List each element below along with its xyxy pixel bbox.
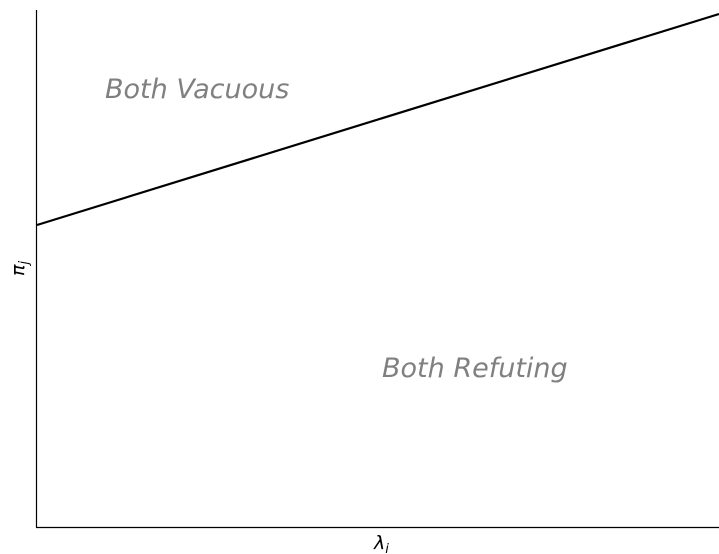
boundary-line [36, 12, 719, 227]
x-axis-subscript: i [385, 542, 389, 554]
y-axis-symbol: π [7, 264, 29, 276]
y-axis-subscript: j [17, 261, 32, 267]
region-label-both-vacuous: Both Vacuous [105, 74, 289, 105]
x-axis-label: λi [373, 532, 389, 554]
y-axis-label: πj [7, 261, 32, 276]
region-label-both-refuting: Both Refuting [382, 353, 568, 384]
x-axis-symbol: λ [373, 532, 385, 554]
